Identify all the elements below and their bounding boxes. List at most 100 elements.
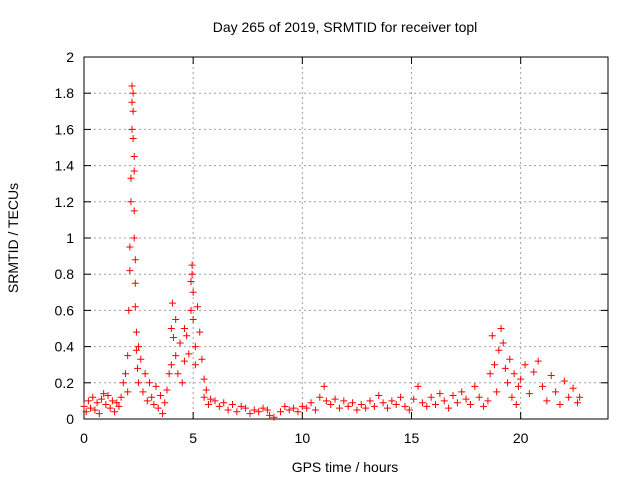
- data-point: [93, 399, 101, 407]
- data-point: [139, 388, 147, 396]
- data-point: [131, 279, 139, 287]
- data-point: [146, 379, 153, 387]
- data-point: [263, 406, 271, 414]
- data-point: [163, 386, 171, 394]
- data-point: [242, 404, 250, 412]
- data-point: [89, 393, 97, 401]
- data-point: [414, 382, 422, 390]
- data-point: [552, 388, 560, 396]
- data-point: [340, 397, 348, 405]
- data-point: [187, 277, 195, 285]
- y-tick-label: 1.8: [55, 85, 75, 101]
- data-point: [111, 408, 119, 416]
- data-point: [290, 404, 298, 412]
- data-point: [506, 355, 514, 363]
- data-point: [270, 413, 278, 421]
- data-point: [180, 325, 188, 332]
- data-point: [335, 404, 343, 412]
- data-point: [137, 355, 145, 363]
- data-point: [303, 404, 311, 412]
- data-point: [255, 408, 263, 416]
- y-tick-label: 0.6: [55, 302, 75, 318]
- data-point: [379, 399, 387, 407]
- data-point: [449, 391, 457, 399]
- data-point: [233, 408, 241, 416]
- data-point: [102, 401, 110, 409]
- data-point: [188, 261, 196, 269]
- data-point: [189, 288, 197, 296]
- data-point: [152, 382, 160, 390]
- data-point: [159, 410, 167, 418]
- x-axis-label: GPS time / hours: [292, 459, 399, 475]
- y-tick-label: 0: [66, 411, 74, 427]
- data-point: [423, 402, 431, 410]
- data-point: [362, 404, 370, 412]
- data-point: [375, 391, 383, 399]
- data-point: [510, 370, 518, 378]
- data-point: [132, 328, 140, 336]
- data-point: [316, 393, 324, 401]
- data-point: [517, 375, 525, 383]
- data-point: [124, 352, 132, 360]
- data-point: [191, 343, 199, 351]
- data-point: [512, 401, 520, 409]
- data-point: [156, 391, 164, 399]
- data-point: [497, 325, 505, 332]
- data-point: [131, 256, 139, 264]
- x-tick-label: 5: [189, 430, 197, 446]
- data-point: [436, 390, 444, 398]
- data-point: [353, 406, 361, 414]
- data-point: [539, 382, 546, 390]
- data-point: [471, 382, 479, 390]
- chart-title: Day 265 of 2019, SRMTID for receiver top…: [213, 19, 478, 35]
- data-point: [194, 303, 202, 311]
- data-point: [266, 411, 274, 419]
- data-point: [161, 399, 169, 407]
- data-point: [285, 406, 293, 414]
- data-point: [514, 382, 522, 390]
- data-point: [388, 397, 396, 405]
- data-point: [344, 402, 352, 410]
- data-point: [327, 401, 335, 409]
- x-tick-label: 15: [404, 430, 420, 446]
- data-point: [508, 393, 516, 401]
- y-tick-label: 1.2: [55, 194, 75, 210]
- data-point: [331, 395, 339, 403]
- data-point: [150, 401, 158, 409]
- x-tick-label: 0: [80, 430, 88, 446]
- data-point: [129, 134, 137, 142]
- data-point: [383, 404, 391, 412]
- data-point: [211, 397, 219, 405]
- data-point: [113, 399, 121, 407]
- data-point: [168, 299, 176, 307]
- x-tick-label: 10: [295, 430, 311, 446]
- data-point: [125, 306, 133, 314]
- data-point: [458, 388, 466, 396]
- data-point: [104, 391, 112, 399]
- data-point: [445, 404, 453, 412]
- data-point: [490, 361, 498, 369]
- data-point: [294, 408, 302, 416]
- data-point: [133, 364, 141, 372]
- data-point: [484, 397, 492, 405]
- data-point: [167, 361, 175, 369]
- data-point: [504, 379, 512, 387]
- data-point: [128, 125, 136, 133]
- data-point: [200, 393, 208, 401]
- data-point: [560, 377, 568, 385]
- axis-ticks: [83, 56, 608, 420]
- data-point: [224, 406, 232, 414]
- data-point: [129, 89, 137, 97]
- data-point: [130, 153, 138, 161]
- data-point: [392, 401, 400, 409]
- data-point: [493, 388, 501, 396]
- axis-tick-labels: 00.20.40.60.811.21.41.61.820 5 10 15 20: [55, 49, 529, 446]
- y-tick-label: 1: [66, 230, 74, 246]
- data-point: [440, 397, 448, 405]
- data-point: [322, 397, 330, 405]
- data-point: [521, 361, 529, 369]
- data-point: [121, 370, 129, 378]
- data-point: [196, 328, 204, 336]
